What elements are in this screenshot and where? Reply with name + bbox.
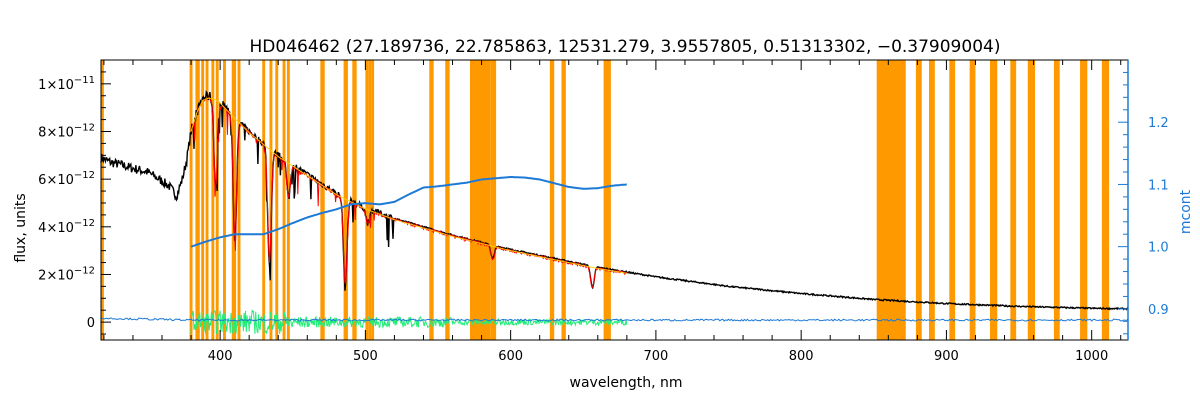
- mcont-curve: [190, 176, 627, 248]
- masked-region: [201, 60, 205, 340]
- masked-region: [352, 60, 357, 340]
- x-tick-label: 600: [498, 349, 523, 364]
- masked-region: [445, 60, 450, 340]
- masked-region: [282, 60, 286, 340]
- residual-series: [190, 308, 628, 335]
- y-tick-label: 2×10−12: [38, 265, 95, 283]
- masked-region: [195, 60, 200, 340]
- masked-region: [320, 60, 325, 340]
- x-tick-label: 900: [934, 349, 959, 364]
- x-tick-label: 500: [353, 349, 378, 364]
- masked-region: [469, 60, 491, 340]
- y-tick-label: 0: [87, 316, 95, 331]
- x-tick-label: 700: [643, 349, 668, 364]
- y-tick-label: 4×10−12: [38, 218, 95, 236]
- masked-region: [262, 60, 266, 340]
- masked-region: [490, 60, 497, 340]
- y-axis-left: 0 2×10−12 4×10−12 6×10−12 8×10−12 1×10−11: [38, 59, 111, 335]
- masked-region: [1027, 60, 1036, 340]
- masked-region: [1053, 60, 1060, 340]
- masked-region: [969, 60, 976, 340]
- masked-region: [368, 60, 372, 340]
- y-axis-right-label: mcont: [1178, 189, 1194, 234]
- y-tick-label: 8×10−12: [38, 122, 95, 140]
- fit-continuum: [190, 97, 627, 274]
- masked-region: [215, 60, 219, 340]
- masked-region: [915, 60, 922, 340]
- masked-region: [237, 60, 241, 340]
- y-tick-label: 1×10−11: [38, 75, 95, 93]
- masked-region: [365, 60, 369, 340]
- masked-region: [1080, 60, 1088, 340]
- masked-region: [286, 60, 290, 340]
- masked-region: [949, 60, 956, 340]
- y-right-tick-label: 1.1: [1148, 178, 1169, 193]
- masked-region: [1101, 60, 1110, 340]
- masked-region: [269, 60, 273, 340]
- masked-region: [429, 60, 434, 340]
- masked-region: [101, 60, 104, 340]
- masked-region: [549, 60, 555, 340]
- masked-region: [990, 60, 998, 340]
- y-axis-right: 0.9 1.0 1.1 1.2: [1118, 60, 1169, 340]
- masked-region: [603, 60, 611, 340]
- y-right-tick-label: 1.2: [1148, 116, 1169, 131]
- masked-region: [211, 60, 215, 340]
- masked-region: [205, 60, 209, 340]
- masked-region: [189, 60, 193, 340]
- masked-regions: [101, 60, 1110, 340]
- masked-region: [876, 60, 906, 340]
- x-tick-label: 1000: [1075, 349, 1108, 364]
- model-spectrum: [190, 96, 628, 289]
- masked-region: [275, 60, 279, 340]
- plot-series: [100, 90, 1129, 335]
- masked-region: [1010, 60, 1017, 340]
- x-axis: 400 500 600 700 800 900 1000: [103, 60, 1122, 364]
- mcont-baseline: [100, 317, 1129, 322]
- y-right-tick-label: 0.9: [1148, 303, 1169, 318]
- masked-region: [561, 60, 566, 340]
- y-axis-label: flux, units: [13, 193, 29, 262]
- x-tick-label: 400: [208, 349, 233, 364]
- y-tick-label: 6×10−12: [38, 170, 95, 188]
- chart-title: HD046462 (27.189736, 22.785863, 12531.27…: [250, 37, 1001, 57]
- x-axis-label: wavelength, nm: [570, 375, 683, 391]
- x-tick-label: 800: [789, 349, 814, 364]
- masked-region: [343, 60, 348, 340]
- y-right-tick-label: 1.0: [1148, 241, 1169, 256]
- masked-region: [928, 60, 935, 340]
- masked-region: [223, 60, 226, 340]
- masked-region: [371, 60, 375, 340]
